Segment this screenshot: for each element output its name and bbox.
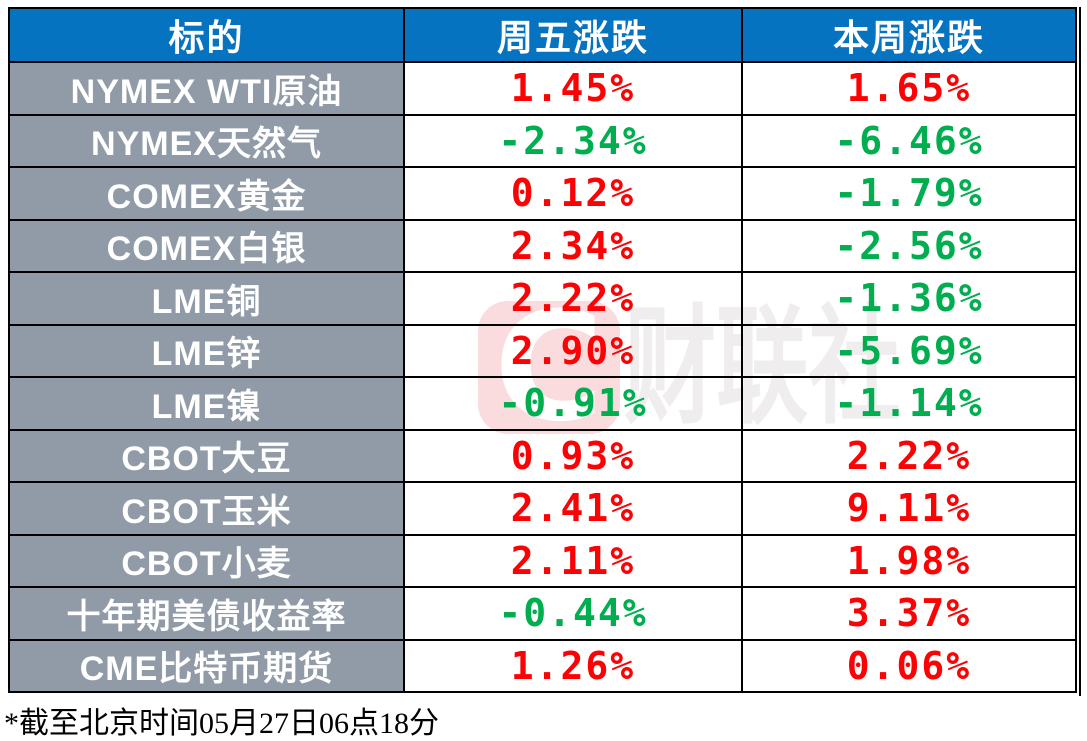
friday-change: 2.41%	[403, 481, 743, 536]
row-label: CBOT大豆	[8, 428, 405, 483]
friday-change: -0.91%	[403, 376, 743, 431]
row-label: CME比特币期货	[8, 638, 405, 693]
col-header-week: 本周涨跌	[741, 7, 1077, 63]
table-row: LME镍 -0.91% -1.14%	[8, 376, 1077, 431]
row-label: CBOT小麦	[8, 533, 405, 588]
row-label: NYMEX WTI原油	[8, 61, 405, 116]
friday-change: 2.34%	[403, 218, 743, 273]
table-row: COMEX黄金 0.12% -1.79%	[8, 166, 1077, 221]
col-header-friday: 周五涨跌	[403, 7, 743, 63]
table-row: CME比特币期货 1.26% 0.06%	[8, 638, 1077, 693]
friday-change: 2.22%	[403, 271, 743, 326]
week-change: 1.65%	[741, 61, 1077, 116]
friday-change: 2.11%	[403, 533, 743, 588]
table-row: 十年期美债收益率 -0.44% 3.37%	[8, 586, 1077, 641]
week-change: -6.46%	[741, 113, 1077, 168]
table-row: NYMEX天然气 -2.34% -6.46%	[8, 113, 1077, 168]
friday-change: 1.45%	[403, 61, 743, 116]
row-label: 十年期美债收益率	[8, 586, 405, 641]
table-row: LME锌 2.90% -5.69%	[8, 323, 1077, 378]
row-label: COMEX白银	[8, 218, 405, 273]
table-row: COMEX白银 2.34% -2.56%	[8, 218, 1077, 273]
week-change: -1.36%	[741, 271, 1077, 326]
market-changes-table: 标的 周五涨跌 本周涨跌 NYMEX WTI原油 1.45% 1.65% NYM…	[8, 7, 1077, 693]
header-row: 标的 周五涨跌 本周涨跌	[8, 7, 1077, 63]
col-header-asset: 标的	[8, 7, 405, 63]
table-row: LME铜 2.22% -1.36%	[8, 271, 1077, 326]
friday-change: 0.12%	[403, 166, 743, 221]
table-row: NYMEX WTI原油 1.45% 1.65%	[8, 61, 1077, 116]
table-body: NYMEX WTI原油 1.45% 1.65% NYMEX天然气 -2.34% …	[8, 61, 1077, 693]
row-label: CBOT玉米	[8, 481, 405, 536]
table-outer-right-border	[1079, 7, 1081, 696]
week-change: 9.11%	[741, 481, 1077, 536]
friday-change: 0.93%	[403, 428, 743, 483]
week-change: -1.14%	[741, 376, 1077, 431]
table-row: CBOT大豆 0.93% 2.22%	[8, 428, 1077, 483]
friday-change: -2.34%	[403, 113, 743, 168]
week-change: -2.56%	[741, 218, 1077, 273]
table-row: CBOT小麦 2.11% 1.98%	[8, 533, 1077, 588]
week-change: 0.06%	[741, 638, 1077, 693]
week-change: 2.22%	[741, 428, 1077, 483]
friday-change: 2.90%	[403, 323, 743, 378]
row-label: LME镍	[8, 376, 405, 431]
week-change: -1.79%	[741, 166, 1077, 221]
row-label: NYMEX天然气	[8, 113, 405, 168]
week-change: 3.37%	[741, 586, 1077, 641]
week-change: 1.98%	[741, 533, 1077, 588]
week-change: -5.69%	[741, 323, 1077, 378]
row-label: LME铜	[8, 271, 405, 326]
friday-change: 1.26%	[403, 638, 743, 693]
row-label: LME锌	[8, 323, 405, 378]
friday-change: -0.44%	[403, 586, 743, 641]
table-row: CBOT玉米 2.41% 9.11%	[8, 481, 1077, 536]
footnote: *截至北京时间05月27日06点18分	[4, 707, 439, 740]
row-label: COMEX黄金	[8, 166, 405, 221]
